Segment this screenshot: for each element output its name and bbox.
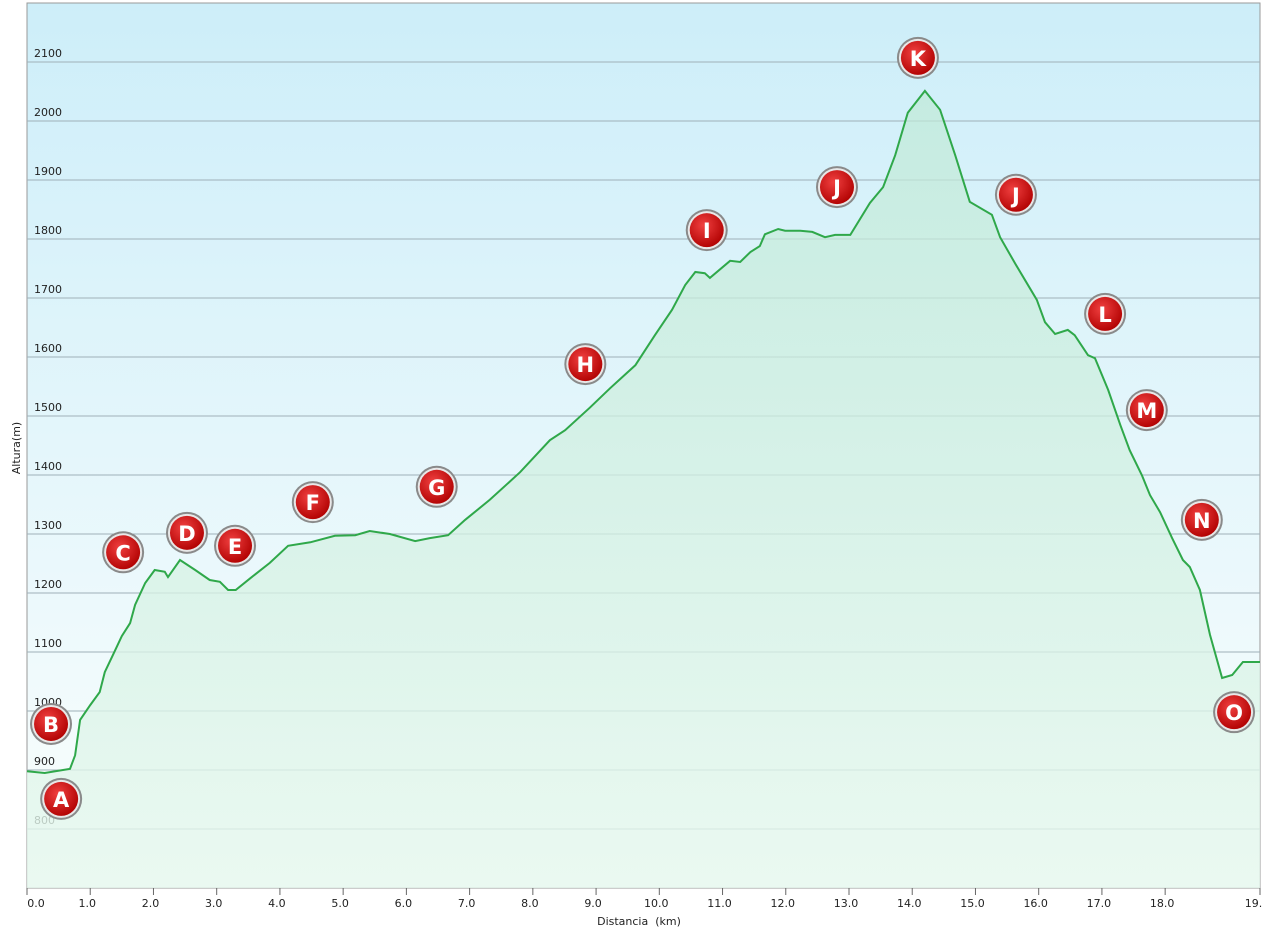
waypoint-badge: E bbox=[214, 524, 257, 567]
badge-label: L bbox=[1098, 303, 1111, 327]
x-tick-label: 0.0 bbox=[27, 897, 45, 910]
x-tick-label: 8.0 bbox=[521, 897, 539, 910]
badge-label: M bbox=[1136, 399, 1157, 423]
badge-label: J bbox=[831, 176, 841, 200]
badge-disc bbox=[106, 535, 141, 570]
y-tick-label: 1200 bbox=[34, 578, 62, 591]
y-tick-label: 1300 bbox=[34, 519, 62, 532]
badge-label: C bbox=[115, 541, 130, 565]
badge-label: I bbox=[703, 219, 711, 243]
badge-label: G bbox=[428, 476, 445, 500]
badge-disc bbox=[44, 781, 79, 816]
x-tick-label: 19.5 bbox=[1245, 897, 1263, 910]
x-tick-label: 2.0 bbox=[142, 897, 160, 910]
x-tick-label: 1.0 bbox=[78, 897, 96, 910]
y-tick-label: 1900 bbox=[34, 165, 62, 178]
waypoint-badge: B bbox=[30, 702, 73, 745]
x-tick-label: 14.0 bbox=[897, 897, 922, 910]
badge-disc bbox=[419, 469, 454, 504]
badge-label: B bbox=[43, 713, 59, 737]
x-tick-label: 13.0 bbox=[834, 897, 859, 910]
x-tick-label: 7.0 bbox=[458, 897, 476, 910]
badge-disc bbox=[1217, 695, 1252, 730]
badge-disc bbox=[34, 706, 69, 741]
waypoint-badge: H bbox=[564, 343, 607, 386]
badge-label: A bbox=[53, 788, 70, 812]
x-tick-label: 9.0 bbox=[584, 897, 602, 910]
badge-disc bbox=[568, 347, 603, 382]
badge-disc bbox=[1184, 502, 1219, 537]
badge-label: E bbox=[228, 535, 242, 559]
x-tick-label: 4.0 bbox=[268, 897, 286, 910]
badge-label: F bbox=[306, 491, 320, 515]
waypoint-badge: N bbox=[1180, 498, 1223, 541]
x-axis-title: Distancia (km) bbox=[597, 915, 681, 928]
elevation-area bbox=[27, 90, 1260, 888]
waypoint-badge: D bbox=[165, 511, 208, 554]
x-tick-label: 18.0 bbox=[1150, 897, 1175, 910]
y-tick-label: 1400 bbox=[34, 460, 62, 473]
badge-disc bbox=[998, 177, 1033, 212]
badge-disc bbox=[1088, 296, 1123, 331]
x-tick-label: 15.0 bbox=[960, 897, 985, 910]
x-tick-label: 11.0 bbox=[707, 897, 732, 910]
waypoint-badge: M bbox=[1125, 389, 1168, 432]
y-tick-label: 1800 bbox=[34, 224, 62, 237]
waypoint-badge: K bbox=[896, 36, 939, 79]
waypoint-badge: A bbox=[40, 777, 83, 820]
badge-label: D bbox=[178, 522, 195, 546]
y-tick-label: 1700 bbox=[34, 283, 62, 296]
badge-label: H bbox=[577, 353, 595, 377]
badge-label: N bbox=[1193, 509, 1211, 533]
y-tick-label: 2100 bbox=[34, 47, 62, 60]
y-tick-label: 1500 bbox=[34, 401, 62, 414]
badge-disc bbox=[169, 515, 204, 550]
badge-disc bbox=[689, 213, 724, 248]
waypoint-badge: J bbox=[815, 166, 858, 209]
badge-disc bbox=[295, 485, 330, 520]
x-tick-label: 12.0 bbox=[771, 897, 796, 910]
x-tick-label: 6.0 bbox=[395, 897, 413, 910]
waypoint-badge: G bbox=[415, 465, 458, 508]
x-tick-label: 3.0 bbox=[205, 897, 223, 910]
x-tick-label: 10.0 bbox=[644, 897, 669, 910]
y-tick-label: 2000 bbox=[34, 106, 62, 119]
badge-label: K bbox=[910, 47, 927, 71]
waypoint-badge: O bbox=[1213, 691, 1256, 734]
waypoint-badge: F bbox=[291, 481, 334, 524]
badge-disc bbox=[900, 40, 935, 75]
waypoint-badge: I bbox=[685, 209, 728, 252]
waypoint-badge: J bbox=[994, 173, 1037, 216]
x-tick-label: 17.0 bbox=[1087, 897, 1112, 910]
y-tick-label: 900 bbox=[34, 755, 55, 768]
badge-label: J bbox=[1010, 184, 1020, 208]
badge-disc bbox=[218, 528, 253, 563]
elevation-line bbox=[26, 89, 1260, 775]
y-tick-label: 1600 bbox=[34, 342, 62, 355]
badge-disc bbox=[819, 170, 854, 205]
x-tick-label: 16.0 bbox=[1023, 897, 1048, 910]
waypoint-badge: L bbox=[1084, 292, 1127, 335]
x-tick-label: 5.0 bbox=[331, 897, 349, 910]
badge-disc bbox=[1129, 393, 1164, 428]
badge-label: O bbox=[1225, 701, 1243, 725]
y-tick-label: 1100 bbox=[34, 637, 62, 650]
y-axis-title: Altura(m) bbox=[10, 422, 23, 474]
waypoint-badge: C bbox=[102, 531, 145, 574]
